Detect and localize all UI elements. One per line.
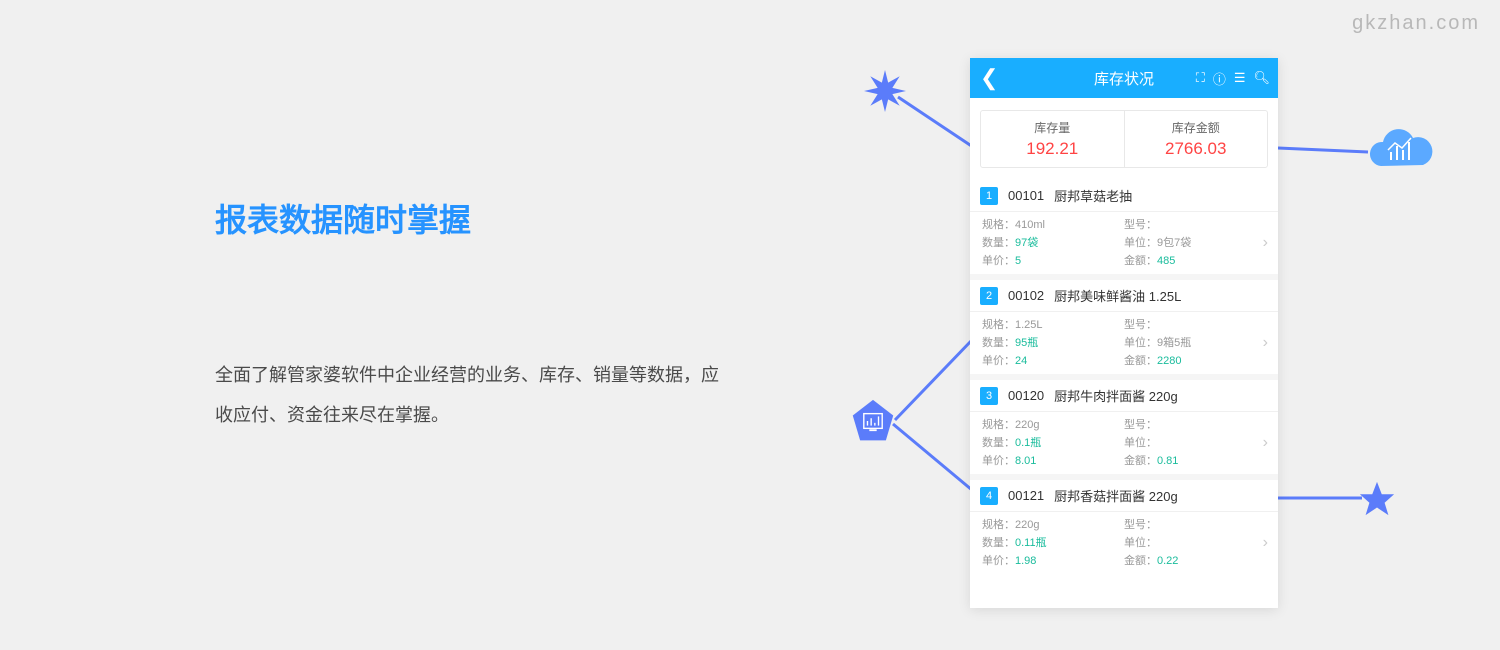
item-code: 00102 (1008, 288, 1044, 303)
screen-title: 库存状况 (1094, 68, 1154, 89)
summary-qty-label: 库存量 (1034, 119, 1070, 136)
amount-field: 金额：485 (1124, 252, 1266, 268)
price-field: 单价：5 (982, 252, 1124, 268)
burst-decoration-icon (864, 70, 906, 112)
qty-field: 数量：0.11瓶 (982, 534, 1124, 550)
model-field: 型号： (1124, 416, 1266, 432)
item-name: 厨邦香菇拌面酱 220g (1054, 486, 1178, 505)
item-name: 厨邦牛肉拌面酱 220g (1054, 386, 1178, 405)
item-body: 规格：220g 型号： 数量：0.11瓶 单位： 单价：1.98 金额：0.22… (970, 512, 1278, 574)
summary-qty[interactable]: 库存量 192.21 (981, 111, 1125, 167)
amount-field: 金额：2280 (1124, 352, 1266, 368)
chevron-right-icon[interactable]: › (1263, 534, 1268, 552)
item-name: 厨邦草菇老抽 (1054, 186, 1132, 205)
item-index-badge: 3 (980, 387, 998, 405)
item-code: 00101 (1008, 188, 1044, 203)
search-icon[interactable]: 🔍︎ (1253, 70, 1270, 86)
item-body: 规格：1.25L 型号： 数量：95瓶 单位：9箱5瓶 单价：24 金额：228… (970, 312, 1278, 374)
summary-amount-value: 2766.03 (1165, 139, 1226, 159)
summary-amount[interactable]: 库存金额 2766.03 (1125, 111, 1268, 167)
left-copy-block: 报表数据随时掌握 全面了解管家婆软件中企业经营的业务、库存、销量等数据，应收应付… (215, 195, 735, 435)
qty-field: 数量：0.1瓶 (982, 434, 1124, 450)
item-code: 00121 (1008, 488, 1044, 503)
model-field: 型号： (1124, 216, 1266, 232)
unit-field: 单位： (1124, 434, 1266, 450)
item-body: 规格：410ml 型号： 数量：97袋 单位：9包7袋 单价：5 金额：485 … (970, 212, 1278, 274)
info-icon[interactable]: ⓘ (1213, 69, 1226, 88)
item-code: 00120 (1008, 388, 1044, 403)
qty-field: 数量：95瓶 (982, 334, 1124, 350)
phone-header: ❮ 库存状况 ⛶ ⓘ ☰ 🔍︎ (970, 58, 1278, 98)
unit-field: 单位： (1124, 534, 1266, 550)
unit-field: 单位：9箱5瓶 (1124, 334, 1266, 350)
spec-field: 规格：220g (982, 416, 1124, 432)
chevron-right-icon[interactable]: › (1263, 434, 1268, 452)
amount-field: 金额：0.22 (1124, 552, 1266, 568)
inventory-list: 1 00101 厨邦草菇老抽 规格：410ml 型号： 数量：97袋 单位：9包… (970, 180, 1278, 574)
summary-amount-label: 库存金额 (1172, 119, 1220, 136)
scan-icon[interactable]: ⛶ (1196, 70, 1205, 86)
chevron-right-icon[interactable]: › (1263, 234, 1268, 252)
item-name: 厨邦美味鲜酱油 1.25L (1054, 286, 1181, 305)
item-index-badge: 1 (980, 187, 998, 205)
unit-field: 单位：9包7袋 (1124, 234, 1266, 250)
page-description: 全面了解管家婆软件中企业经营的业务、库存、销量等数据，应收应付、资金往来尽在掌握… (215, 356, 735, 435)
inventory-item[interactable]: 1 00101 厨邦草菇老抽 规格：410ml 型号： 数量：97袋 单位：9包… (970, 180, 1278, 274)
item-header: 4 00121 厨邦香菇拌面酱 220g (970, 480, 1278, 512)
item-index-badge: 2 (980, 287, 998, 305)
qty-field: 数量：97袋 (982, 234, 1124, 250)
item-body: 规格：220g 型号： 数量：0.1瓶 单位： 单价：8.01 金额：0.81 … (970, 412, 1278, 474)
inventory-item[interactable]: 3 00120 厨邦牛肉拌面酱 220g 规格：220g 型号： 数量：0.1瓶… (970, 380, 1278, 474)
price-field: 单价：8.01 (982, 452, 1124, 468)
item-header: 3 00120 厨邦牛肉拌面酱 220g (970, 380, 1278, 412)
price-field: 单价：24 (982, 352, 1124, 368)
spec-field: 规格：220g (982, 516, 1124, 532)
back-button[interactable]: ❮ (980, 65, 998, 91)
inventory-item[interactable]: 4 00121 厨邦香菇拌面酱 220g 规格：220g 型号： 数量：0.11… (970, 480, 1278, 574)
summary-qty-value: 192.21 (1026, 139, 1078, 159)
inventory-item[interactable]: 2 00102 厨邦美味鲜酱油 1.25L 规格：1.25L 型号： 数量：95… (970, 280, 1278, 374)
phone-mockup: ❮ 库存状况 ⛶ ⓘ ☰ 🔍︎ 库存量 192.21 库存金额 2766.03 … (970, 58, 1278, 608)
summary-card: 库存量 192.21 库存金额 2766.03 (980, 110, 1268, 168)
item-header: 2 00102 厨邦美味鲜酱油 1.25L (970, 280, 1278, 312)
spec-field: 规格：1.25L (982, 316, 1124, 332)
chevron-right-icon[interactable]: › (1263, 334, 1268, 352)
page-heading: 报表数据随时掌握 (215, 195, 735, 241)
amount-field: 金额：0.81 (1124, 452, 1266, 468)
model-field: 型号： (1124, 316, 1266, 332)
star-decoration-icon (1358, 480, 1396, 518)
price-field: 单价：1.98 (982, 552, 1124, 568)
pentagon-chart-icon (850, 398, 896, 444)
model-field: 型号： (1124, 516, 1266, 532)
watermark-text: gkzhan.com (1352, 12, 1480, 35)
item-index-badge: 4 (980, 487, 998, 505)
spec-field: 规格：410ml (982, 216, 1124, 232)
item-header: 1 00101 厨邦草菇老抽 (970, 180, 1278, 212)
list-icon[interactable]: ☰ (1234, 70, 1246, 86)
cloud-chart-icon (1365, 128, 1435, 178)
